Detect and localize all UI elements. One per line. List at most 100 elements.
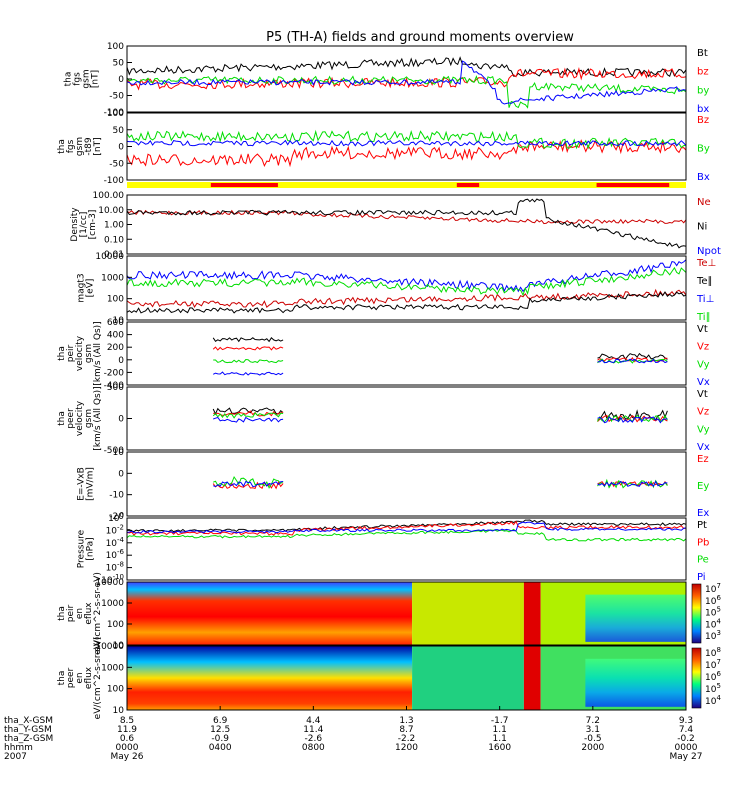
panel-frame xyxy=(126,321,687,386)
y-axis-label-line: [km/s (All Qs)] xyxy=(93,386,103,450)
legend-Vx: Vx xyxy=(697,377,710,388)
y-tick-label: 100 xyxy=(107,109,124,119)
x-row-label: tha_X-GSM xyxy=(4,716,53,726)
panel-frame xyxy=(126,517,687,581)
y-axis-label-line: peer xyxy=(66,667,76,688)
y-tick-label: 0 xyxy=(118,415,124,425)
y-axis-label-line: fgs xyxy=(73,72,83,86)
x-tick-label: 1.1 xyxy=(493,725,507,735)
legend-By: By xyxy=(697,144,710,155)
y-axis-label: magt3 [eV] xyxy=(77,273,96,302)
y-axis-label: tha fgs gsm [nT] xyxy=(64,69,101,88)
y-tick-label: 0.10 xyxy=(104,235,124,245)
legend-Pi: Pi xyxy=(697,572,706,583)
y-axis-label-line: velocity xyxy=(75,400,85,436)
spectrogram-right xyxy=(585,594,686,642)
series-line-Bx xyxy=(126,139,687,147)
status-bar-background xyxy=(127,182,686,188)
spectrogram-middle xyxy=(412,646,524,710)
y-axis-label: tha peir velocity gsm [km/s (All Qs)] xyxy=(57,321,103,385)
series-line-Vz xyxy=(212,410,668,423)
panel-4: Te⊥ Te∥ Ti⊥ Ti∥ 10000 1000 100 10 magt3 [eV] xyxy=(77,252,717,326)
series-line-Vy xyxy=(213,358,668,364)
status-bar xyxy=(127,182,686,188)
series-line-Pb xyxy=(126,520,687,536)
y-axis-label-line: fgs xyxy=(66,139,76,153)
y-tick-label: -200 xyxy=(104,368,125,378)
x-tick-label: -0.9 xyxy=(211,734,229,744)
spectrogram-left xyxy=(127,646,413,710)
x-tick-label: 8.7 xyxy=(399,725,413,735)
legend-Vt: Vt xyxy=(697,324,708,335)
y-axis-label-line: tha xyxy=(57,346,67,361)
y-axis-label-line: E=-VxB xyxy=(77,467,87,501)
legend-by: by xyxy=(697,85,709,96)
x-tick-label: 1.1 xyxy=(493,734,507,744)
legend-Ex: Ex xyxy=(697,508,709,519)
y-tick-label: 100 xyxy=(107,295,124,305)
legend-bx: bx xyxy=(697,104,709,115)
y-tick-label: 500 xyxy=(107,383,124,393)
panel-frame xyxy=(126,451,687,517)
x-tick-label: 1600 xyxy=(488,743,511,753)
legend-Te∥: Te∥ xyxy=(696,276,713,287)
x-tick-label: 4.4 xyxy=(306,716,321,726)
y-tick-label: 10-4 xyxy=(106,536,125,549)
y-tick-label: 600 xyxy=(107,318,124,328)
panel-7: Ez Ey Ex 10 0 -10 -20 E=-VxB [mV/m] xyxy=(77,448,710,522)
y-tick-label: 1.00 xyxy=(104,221,124,231)
legend-Vy: Vy xyxy=(697,359,710,370)
y-axis-label-line: gsm xyxy=(84,409,94,428)
y-axis-label-line: tha xyxy=(57,411,67,426)
y-axis-label-line: tha xyxy=(57,671,67,686)
y-axis-label-line: [nT] xyxy=(93,137,103,155)
colorbar xyxy=(691,583,702,644)
y-axis-label-line: eV/(cm^2-s-sr-eV) xyxy=(93,637,103,720)
panel-frame xyxy=(126,194,687,255)
series-line-Pt xyxy=(126,519,687,533)
series-line-Ti∥ xyxy=(126,266,687,297)
y-axis-label-line: en xyxy=(75,608,85,619)
x-tick-label: 6.9 xyxy=(213,716,228,726)
y-axis-label: tha peer en eflux eV/(cm^2-s-sr-eV) xyxy=(57,637,103,720)
y-tick-label: -100 xyxy=(104,176,125,186)
legend-Ne: Ne xyxy=(697,197,711,208)
colorbar xyxy=(691,647,702,709)
status-bar-segment xyxy=(596,183,670,187)
series-line-Vz xyxy=(212,346,668,363)
panel-frame xyxy=(126,112,687,181)
x-row-label: 2007 xyxy=(4,752,27,762)
y-axis-label: tha peir en eflux eV/(cm^2-s-sr-eV) xyxy=(57,572,103,655)
x-tick-label: 11.4 xyxy=(303,725,323,735)
legend-Bz: Bz xyxy=(697,115,709,126)
series-line-bz xyxy=(126,66,687,91)
y-tick-label: 200 xyxy=(107,343,124,353)
series-line-Ni xyxy=(126,198,687,249)
x-axis-annotation: tha_X-GSMtha_Y-GSMtha_Z-GSMhhmm20078.511… xyxy=(4,706,702,762)
x-tick-label: -0.5 xyxy=(584,734,602,744)
x-tick-label: 7.2 xyxy=(586,716,600,726)
y-axis-label-line: [eV] xyxy=(86,279,96,298)
series-line-Bz xyxy=(126,139,687,168)
series-line-Bt xyxy=(126,56,687,78)
y-tick-label: 10.00 xyxy=(98,206,124,216)
y-tick-label: 100 xyxy=(107,42,124,52)
y-axis-label: E=-VxB [mV/m] xyxy=(77,467,96,501)
x-tick-label: May 26 xyxy=(111,752,144,762)
legend-Vz: Vz xyxy=(697,407,709,418)
y-axis-label-line: [km/s (All Qs)] xyxy=(93,321,103,385)
x-tick-label: 2000 xyxy=(581,743,604,753)
y-axis-label-line: [cm-3] xyxy=(88,210,98,240)
x-tick-label: -2.2 xyxy=(398,734,416,744)
series-line-Ti⊥ xyxy=(126,259,687,293)
panel-frame xyxy=(126,581,687,646)
colorbar-tick-label: 103 xyxy=(705,629,721,642)
y-tick-label: -50 xyxy=(109,159,124,169)
y-axis-label-line: eflux xyxy=(84,666,94,689)
y-axis-label-line: eV/(cm^2-s-sr-eV) xyxy=(93,572,103,655)
y-tick-label: 0 xyxy=(118,75,124,85)
y-axis-label-line: velocity xyxy=(75,335,85,371)
